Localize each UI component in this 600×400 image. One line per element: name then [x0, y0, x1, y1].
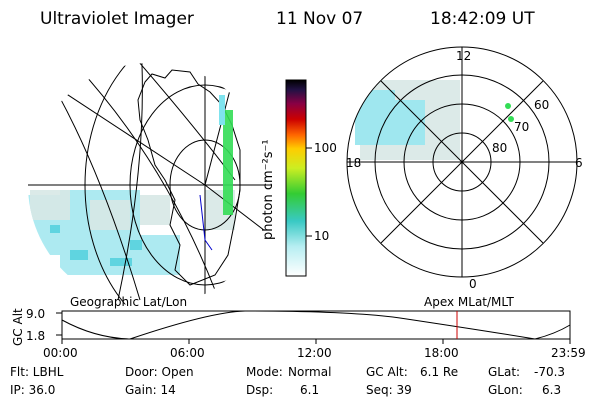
mlt-label-0: 0 [469, 277, 477, 291]
projection-label-geographic: Geographic Lat/Lon [70, 295, 188, 309]
info-gcalt-value: 6.1 Re [420, 365, 459, 379]
info-mode-value: Normal [288, 365, 332, 379]
altitude-xtick-3: 18:00 [424, 346, 459, 360]
altitude-xtick-0: 00:00 [43, 346, 78, 360]
colorbar-tick-10: 10 [314, 229, 330, 243]
altitude-xtick-2: 12:00 [297, 346, 332, 360]
altitude-ylabel: GC Alt [11, 308, 25, 346]
mlt-label-18: 18 [346, 156, 362, 170]
info-glon-value: 6.3 [542, 383, 562, 397]
lat-label-60: 60 [534, 98, 550, 112]
altitude-xtick-4: 23:59 [551, 346, 586, 360]
info-glat-label: GLat: [488, 365, 521, 379]
time-label: 18:42:09 UT [430, 9, 535, 29]
colorbar-tick-100: 100 [314, 141, 337, 155]
mlt-label-12: 12 [456, 49, 472, 63]
info-gain: Gain: 14 [125, 383, 176, 397]
altitude-ytick-1.8: 1.8 [26, 329, 46, 343]
info-gcalt-label: GC Alt: [366, 365, 408, 379]
info-flt: Flt: LBHL [10, 365, 64, 379]
altitude-xtick-1: 06:00 [170, 346, 205, 360]
info-dsp-label: Dsp: [246, 383, 274, 397]
projection-label-apex: Apex MLat/MLT [424, 295, 514, 309]
altitude-ytick-9: 9.0 [26, 307, 46, 321]
info-glat-value: -70.3 [534, 365, 566, 379]
info-mode-label: Mode: [246, 365, 283, 379]
lat-label-80: 80 [492, 141, 508, 155]
info-ip: IP: 36.0 [10, 383, 56, 397]
info-door: Door: Open [125, 365, 194, 379]
info-seq: Seq: 39 [366, 383, 412, 397]
info-dsp-value: 6.1 [300, 383, 320, 397]
date-label: 11 Nov 07 [276, 9, 364, 29]
lat-label-70: 70 [514, 120, 530, 134]
mlt-label-6: 6 [575, 156, 583, 170]
app-title: Ultraviolet Imager [40, 9, 194, 29]
info-glon-label: GLon: [488, 383, 523, 397]
